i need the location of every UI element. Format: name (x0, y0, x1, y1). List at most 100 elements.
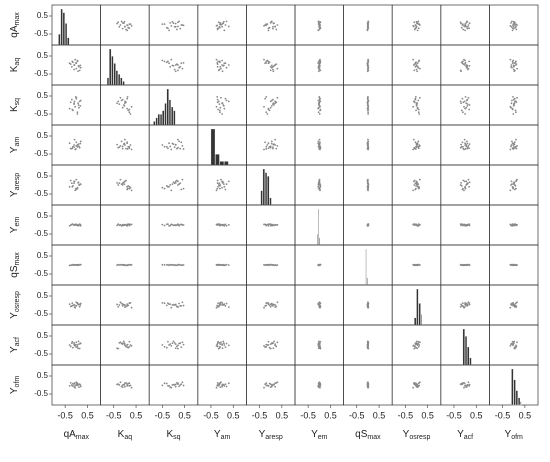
panel-frame (148, 4, 199, 46)
scatter-point (126, 24, 129, 27)
scatter-point (464, 187, 467, 190)
scatter-point (165, 145, 168, 148)
scatter-point (274, 344, 277, 347)
scatter-point (117, 100, 120, 103)
scatter-point (269, 21, 272, 24)
scatter-point (318, 68, 320, 71)
hist-bar (173, 110, 176, 126)
scatter-point (224, 97, 227, 100)
scatter-point (459, 305, 462, 308)
scatter-point (180, 188, 183, 191)
scatter-point (468, 223, 471, 226)
scatter-point (317, 386, 320, 389)
hist-bar (365, 248, 367, 286)
scatter-point (217, 340, 219, 343)
panel-frame (51, 164, 101, 206)
scatter-point (276, 145, 279, 147)
scatter-point (367, 343, 369, 346)
scatter-point (412, 105, 415, 108)
scatter-point (222, 340, 225, 343)
scatter-point (412, 386, 415, 389)
y-tick-label: 0.5 (37, 371, 49, 380)
scatter-point (509, 148, 512, 151)
scatter-point (464, 61, 467, 64)
scatter-point (367, 20, 370, 23)
scatter-point (169, 386, 172, 389)
scatter-point (318, 306, 321, 309)
scatter-point (412, 25, 415, 28)
scatter-point (367, 24, 369, 27)
scatter-point (69, 63, 72, 65)
scatter-point (169, 145, 172, 148)
panel-frame (148, 324, 199, 366)
y-tick-label: 0.5 (37, 11, 49, 20)
scatter-point (267, 147, 270, 150)
scatter-point (418, 23, 421, 25)
scatter-point (466, 183, 469, 186)
scatter-point (77, 383, 79, 386)
hist-bar (106, 77, 110, 86)
scatter-point (72, 346, 74, 349)
scatter-point (227, 264, 230, 266)
scatter-point (222, 223, 225, 226)
scatter-point (515, 180, 517, 183)
scatter-point (512, 25, 515, 28)
x-tick-label: 0.5 (227, 410, 240, 420)
hist-bar (67, 37, 70, 46)
scatter-point (272, 347, 275, 350)
scatter-point (269, 65, 272, 68)
scatter-point (73, 304, 75, 306)
var-sub: max (14, 12, 21, 26)
scatter-point (163, 382, 166, 385)
scatter-point (71, 340, 74, 343)
scatter-point (79, 304, 82, 306)
scatter-point (414, 96, 417, 98)
scatter-point (179, 147, 182, 150)
x-tick-label: 0.5 (130, 410, 143, 420)
scatter-point (267, 302, 270, 305)
y-tick-label: -0.5 (34, 149, 48, 158)
scatter-point (219, 224, 222, 227)
scatter-point (416, 347, 419, 350)
scatter-point (414, 187, 417, 190)
scatter-point (272, 68, 274, 71)
scatter-point (216, 96, 219, 98)
panel-frame (100, 4, 150, 46)
scatter-point (417, 147, 420, 150)
var-name: Y (214, 429, 221, 440)
scatter-point (515, 28, 518, 31)
scatter-point (225, 183, 228, 186)
scatter-point (510, 65, 512, 68)
scatter-point (461, 188, 464, 191)
scatter-point (178, 385, 180, 388)
scatter-point (415, 142, 418, 145)
scatter-point (465, 106, 468, 109)
scatter-point (128, 27, 131, 30)
scatter-point (171, 183, 174, 186)
scatter-point (416, 29, 419, 32)
scatter-point (417, 27, 420, 30)
scatter-point (468, 147, 471, 150)
scatter-point (69, 101, 72, 104)
var-sub: aq (14, 58, 21, 66)
hist-bar (219, 161, 225, 166)
scatter-point (221, 186, 224, 189)
scatter-point (513, 62, 516, 65)
scatter-point (161, 263, 164, 266)
scatter-point (366, 28, 369, 31)
scatter-point (121, 224, 124, 227)
scatter-point (121, 305, 124, 307)
hist-bar (109, 48, 112, 86)
scatter-point (270, 384, 273, 386)
scatter-point (79, 342, 82, 345)
scatter-point (367, 61, 369, 64)
scatter-point (367, 60, 370, 63)
scatter-point (317, 340, 320, 343)
scatter-point (125, 28, 127, 31)
hist-bar (65, 23, 68, 46)
scatter-point (263, 148, 265, 151)
scatter-point (130, 148, 133, 151)
scatter-point (223, 107, 226, 110)
scatter-point (68, 344, 71, 346)
scatter-point (510, 64, 513, 66)
